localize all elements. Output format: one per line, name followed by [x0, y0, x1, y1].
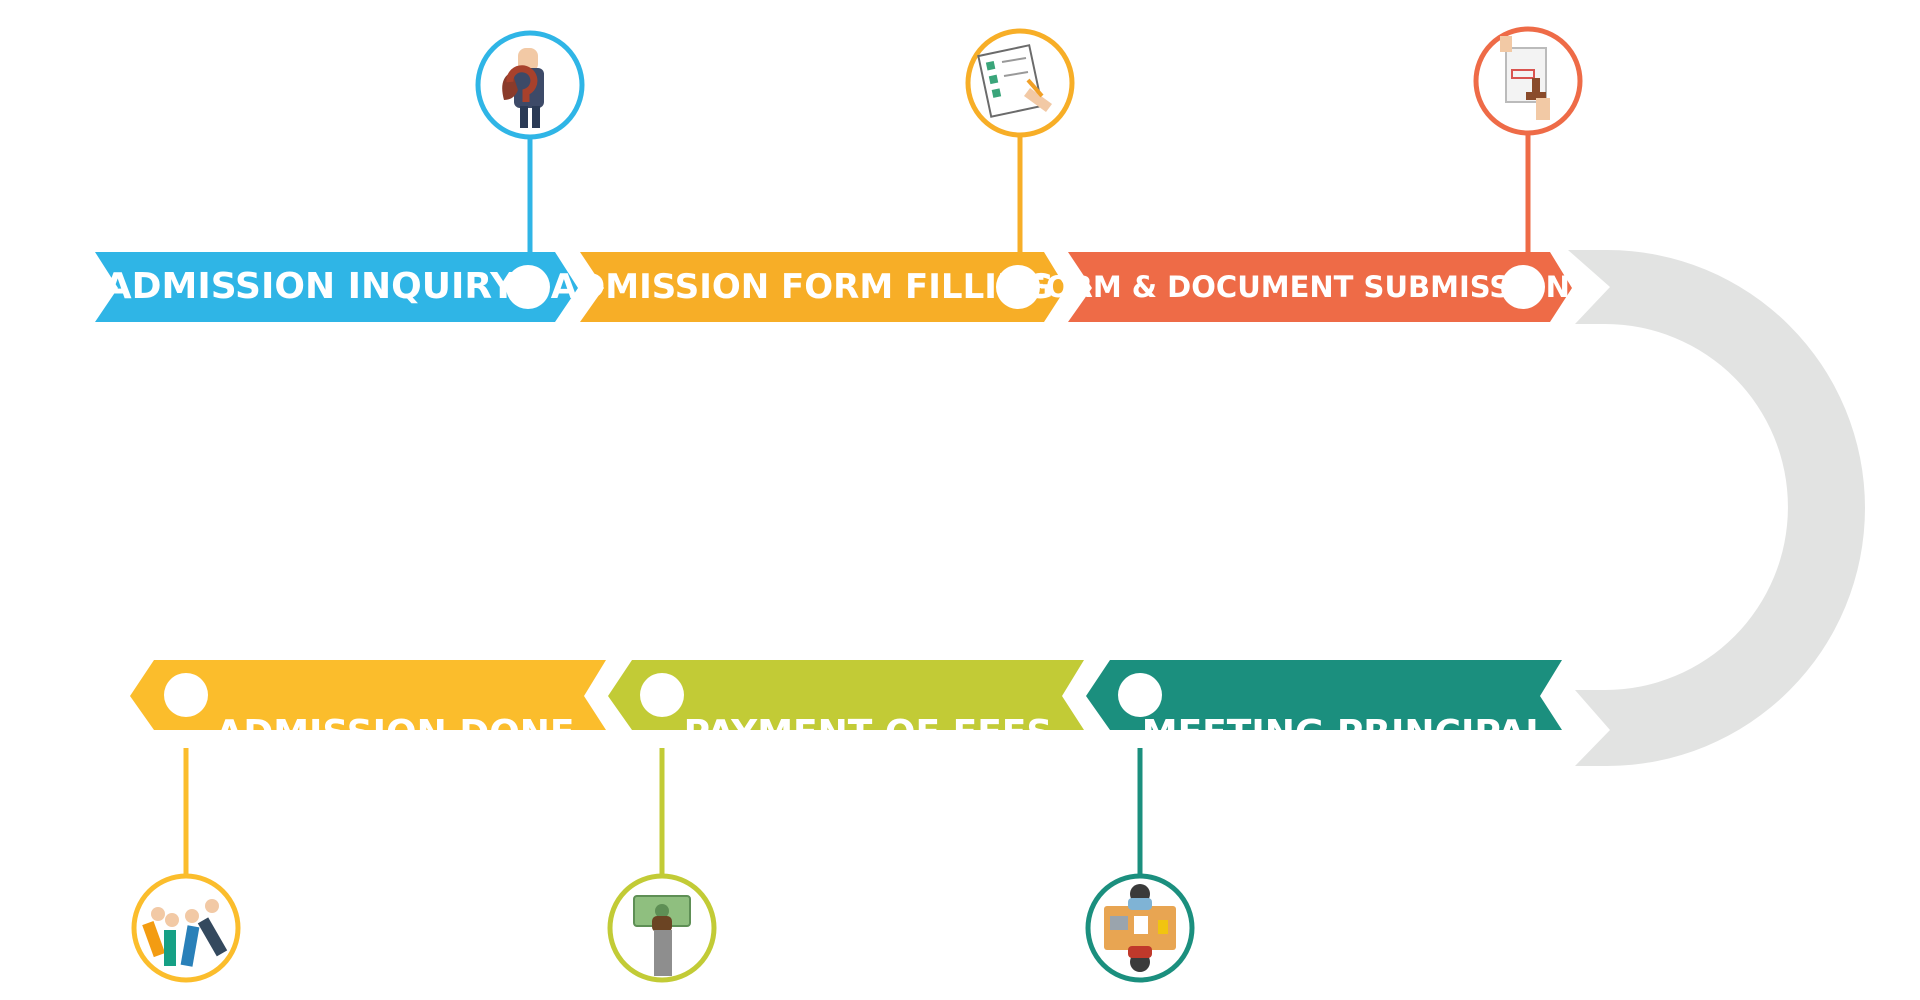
- step-admission-inquiry: ADMISSION INQUIRY: [95, 30, 585, 322]
- step-admission-done: ADMISSION DONE: [130, 660, 606, 983]
- step-banner: [580, 252, 1066, 322]
- step-label: PAYMENT OF FEES: [684, 713, 1053, 754]
- step-marker-dot: [1118, 673, 1162, 717]
- step-label: ADMISSION DONE: [215, 713, 574, 754]
- meeting-at-desk-icon: [1104, 884, 1176, 972]
- step-label: ADMISSION INQUIRY: [104, 266, 517, 307]
- step-label: MEETING PRINCIPAL: [1142, 713, 1549, 754]
- curved-connector-arrow: [1568, 250, 1865, 766]
- step-admission-form-filling: ADMISSION FORM FILLING: [551, 28, 1075, 322]
- thumbs-up-hands-icon: [142, 899, 228, 967]
- step-banner: [95, 252, 578, 322]
- step-form-document-submission: FORM & DOCUMENT SUBMISSION: [1026, 26, 1583, 322]
- businessman-with-question-mark-icon: [502, 48, 544, 128]
- step-marker-dot: [640, 673, 684, 717]
- step-banner: [1068, 252, 1572, 322]
- step-payment-of-fees: PAYMENT OF FEES: [607, 660, 1084, 983]
- step-banner: [130, 660, 606, 730]
- step-marker-dot: [506, 265, 550, 309]
- checklist-form-with-pencil-icon: [977, 44, 1052, 118]
- hand-holding-money-icon: [633, 895, 691, 976]
- step-banner: [608, 660, 1084, 730]
- step-label: ADMISSION FORM FILLING: [551, 267, 1054, 307]
- step-meeting-principal: MEETING PRINCIPAL: [1085, 660, 1562, 983]
- step-marker-dot: [996, 265, 1040, 309]
- step-label: FORM & DOCUMENT SUBMISSION: [1026, 270, 1570, 304]
- document-approval-stamp-icon: [1500, 36, 1550, 120]
- step-banner: [1086, 660, 1562, 730]
- step-marker-dot: [1501, 265, 1545, 309]
- step-marker-dot: [164, 673, 208, 717]
